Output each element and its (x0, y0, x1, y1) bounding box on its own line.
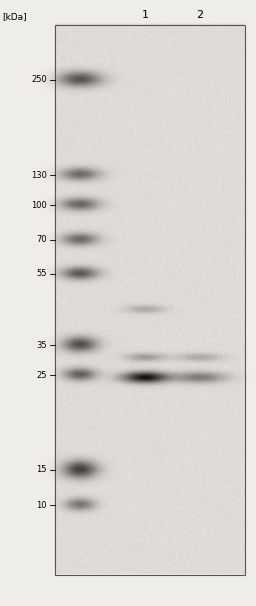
Text: 1: 1 (142, 10, 148, 20)
Text: 35: 35 (36, 341, 47, 350)
Bar (55, 24, 244, 574)
Text: 2: 2 (196, 10, 204, 20)
Text: 100: 100 (31, 201, 47, 210)
Text: 250: 250 (31, 76, 47, 84)
Text: 70: 70 (36, 236, 47, 244)
Text: 130: 130 (31, 170, 47, 179)
Text: 15: 15 (37, 465, 47, 474)
Text: 25: 25 (37, 370, 47, 379)
Text: 55: 55 (37, 270, 47, 279)
Text: 10: 10 (37, 501, 47, 510)
Text: [kDa]: [kDa] (2, 13, 27, 21)
